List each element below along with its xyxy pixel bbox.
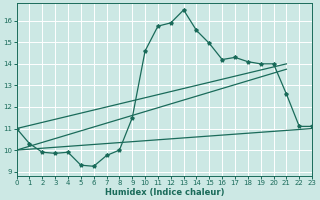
X-axis label: Humidex (Indice chaleur): Humidex (Indice chaleur): [105, 188, 224, 197]
